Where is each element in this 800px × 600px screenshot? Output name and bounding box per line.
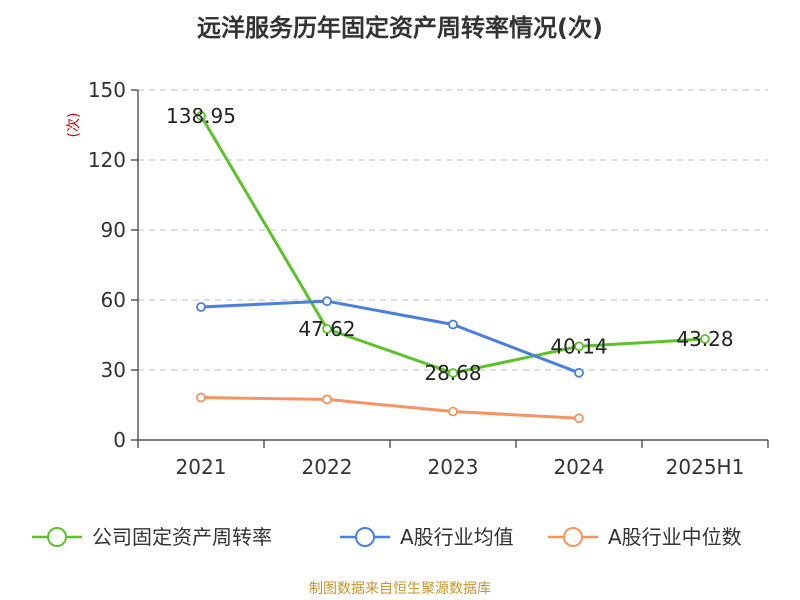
data-point — [700, 334, 710, 344]
legend-marker — [47, 527, 67, 547]
data-point — [574, 413, 584, 424]
series-line — [200, 396, 580, 420]
data-label: 43.28 — [676, 327, 733, 351]
y-tick-label: 150 — [88, 78, 126, 102]
data-point — [196, 302, 206, 312]
data-labels: 138.95 47.62 28.68 40.14 43.28 — [166, 104, 734, 385]
data-point — [196, 110, 206, 121]
x-tick-label: 2022 — [302, 455, 353, 479]
data-label: 28.68 — [424, 361, 481, 385]
data-label: 40.14 — [550, 334, 607, 358]
y-tick-label: 90 — [101, 218, 126, 242]
x-tick-label: 2025H1 — [666, 455, 745, 479]
legend-label: A股行业均值 — [400, 525, 514, 549]
y-tick-label: 120 — [88, 148, 126, 172]
data-point — [448, 319, 458, 330]
data-label: 47.62 — [298, 317, 355, 341]
x-tick-label: 2024 — [554, 455, 605, 479]
legend-marker — [355, 527, 375, 547]
data-point — [574, 367, 584, 378]
data-point — [322, 296, 332, 307]
y-tick-label: 30 — [101, 358, 126, 382]
series-line — [200, 299, 580, 375]
axes: 0 30 60 90 120 150 2021 2022 2023 2024 2025H1 — [88, 78, 769, 479]
x-tick-label: 2021 — [176, 455, 227, 479]
legend-label: A股行业中位数 — [608, 525, 742, 549]
data-point — [448, 368, 458, 378]
y-tick-label: 60 — [101, 288, 126, 312]
data-label: 138.95 — [166, 104, 236, 128]
data-point — [448, 406, 458, 417]
y-tick-label: 0 — [113, 428, 126, 452]
legend-label: 公司固定资产周转率 — [92, 525, 272, 549]
x-tick-label: 2023 — [428, 455, 479, 479]
chart-title: 远洋服务历年固定资产周转率情况(次) — [197, 14, 603, 42]
grid-lines — [138, 89, 768, 371]
legend: 公司固定资产周转率 A股行业均值 A股行业中位数 — [32, 525, 742, 549]
y-axis-label: (次) — [66, 113, 82, 138]
data-point — [574, 341, 584, 352]
source-note: 制图数据来自恒生聚源数据库 — [309, 581, 491, 597]
legend-marker — [563, 527, 583, 547]
data-point — [196, 392, 206, 403]
series-group — [196, 110, 710, 424]
data-point — [322, 323, 332, 334]
series-line — [199, 115, 706, 375]
data-point — [322, 394, 332, 405]
